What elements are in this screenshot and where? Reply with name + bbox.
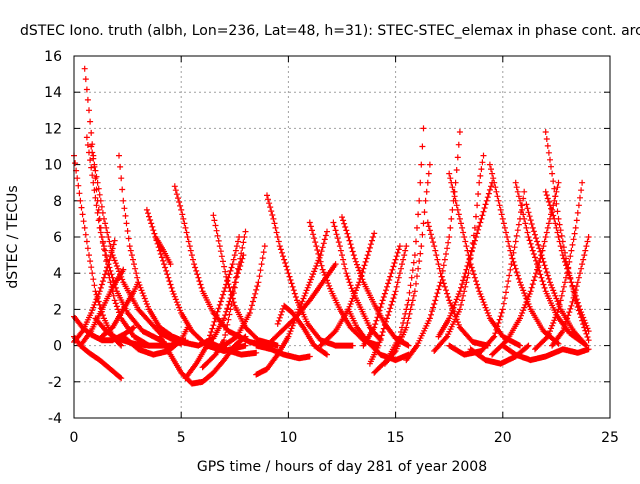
data-arc bbox=[152, 234, 174, 268]
data-point-markers bbox=[77, 266, 127, 349]
tick-layer: 0 5 10 15 20 25 -4 -2 0 2 4 6 8 10 12 14 16 bbox=[44, 49, 619, 446]
x-tick-label: 10 bbox=[279, 430, 297, 446]
y-tick-label: 10 bbox=[44, 158, 62, 174]
data-point-markers bbox=[116, 152, 189, 345]
data-point-markers bbox=[156, 333, 249, 387]
x-tick-label: 0 bbox=[70, 430, 79, 446]
data-point-markers bbox=[98, 279, 142, 340]
data-arc bbox=[83, 134, 167, 345]
x-tick-label: 25 bbox=[601, 430, 619, 446]
data-arc bbox=[274, 302, 330, 358]
data-point-markers bbox=[317, 230, 378, 349]
data-point-markers bbox=[274, 302, 330, 358]
data-point-markers bbox=[435, 179, 496, 340]
data-point-markers bbox=[549, 234, 592, 349]
data-arc bbox=[360, 243, 403, 349]
data-point-markers bbox=[431, 152, 487, 354]
y-tick-label: 6 bbox=[53, 230, 62, 246]
data-arc bbox=[424, 219, 491, 349]
data-arc bbox=[467, 342, 532, 367]
y-tick-label: 8 bbox=[53, 194, 62, 210]
plot-frame bbox=[73, 55, 611, 419]
data-point-markers bbox=[499, 342, 592, 364]
data-point-markers bbox=[424, 219, 491, 349]
data-point-markers bbox=[523, 201, 590, 349]
y-tick-label: -2 bbox=[48, 375, 62, 391]
y-axis-label: dSTEC / TECUs bbox=[5, 185, 21, 288]
y-tick-label: 0 bbox=[53, 339, 62, 355]
y-tick-label: 12 bbox=[44, 121, 62, 137]
data-arc bbox=[523, 201, 590, 349]
data-point-markers bbox=[221, 243, 268, 349]
data-point-markers bbox=[152, 234, 174, 268]
y-tick-label: -4 bbox=[48, 411, 62, 427]
data-arc bbox=[499, 342, 592, 364]
data-arc bbox=[549, 234, 592, 349]
data-arc bbox=[77, 266, 127, 349]
data-point-markers bbox=[467, 342, 532, 367]
y-tick-label: 14 bbox=[44, 85, 62, 101]
data-arc bbox=[206, 339, 260, 358]
data-layer bbox=[71, 65, 592, 387]
data-point-markers bbox=[83, 134, 167, 345]
x-axis-label: GPS time / hours of day 281 of year 2008 bbox=[197, 459, 487, 475]
data-point-markers bbox=[206, 339, 260, 358]
data-point-markers bbox=[381, 161, 433, 367]
data-arc bbox=[116, 152, 189, 345]
x-tick-label: 15 bbox=[387, 430, 405, 446]
data-arc bbox=[253, 342, 313, 362]
data-point-markers bbox=[360, 243, 403, 349]
data-point-markers bbox=[253, 342, 313, 362]
y-tick-label: 2 bbox=[53, 302, 62, 318]
data-arc bbox=[431, 152, 487, 354]
y-tick-label: 16 bbox=[44, 49, 62, 65]
data-point-markers bbox=[532, 179, 586, 353]
chart-title: dSTEC Iono. truth (albh, Lon=236, Lat=48… bbox=[20, 23, 640, 39]
data-arc bbox=[489, 179, 562, 358]
data-point-markers bbox=[489, 179, 562, 358]
data-arc bbox=[317, 230, 378, 349]
data-point-markers bbox=[366, 243, 410, 367]
data-arc bbox=[381, 161, 433, 367]
data-arc bbox=[435, 179, 496, 340]
x-tick-label: 20 bbox=[494, 430, 512, 446]
data-arc bbox=[366, 243, 410, 367]
data-arc bbox=[532, 179, 586, 353]
data-arc bbox=[98, 279, 142, 340]
data-arc bbox=[156, 333, 249, 387]
data-arc bbox=[221, 243, 268, 349]
y-tick-label: 4 bbox=[53, 266, 62, 282]
x-tick-label: 5 bbox=[177, 430, 186, 446]
